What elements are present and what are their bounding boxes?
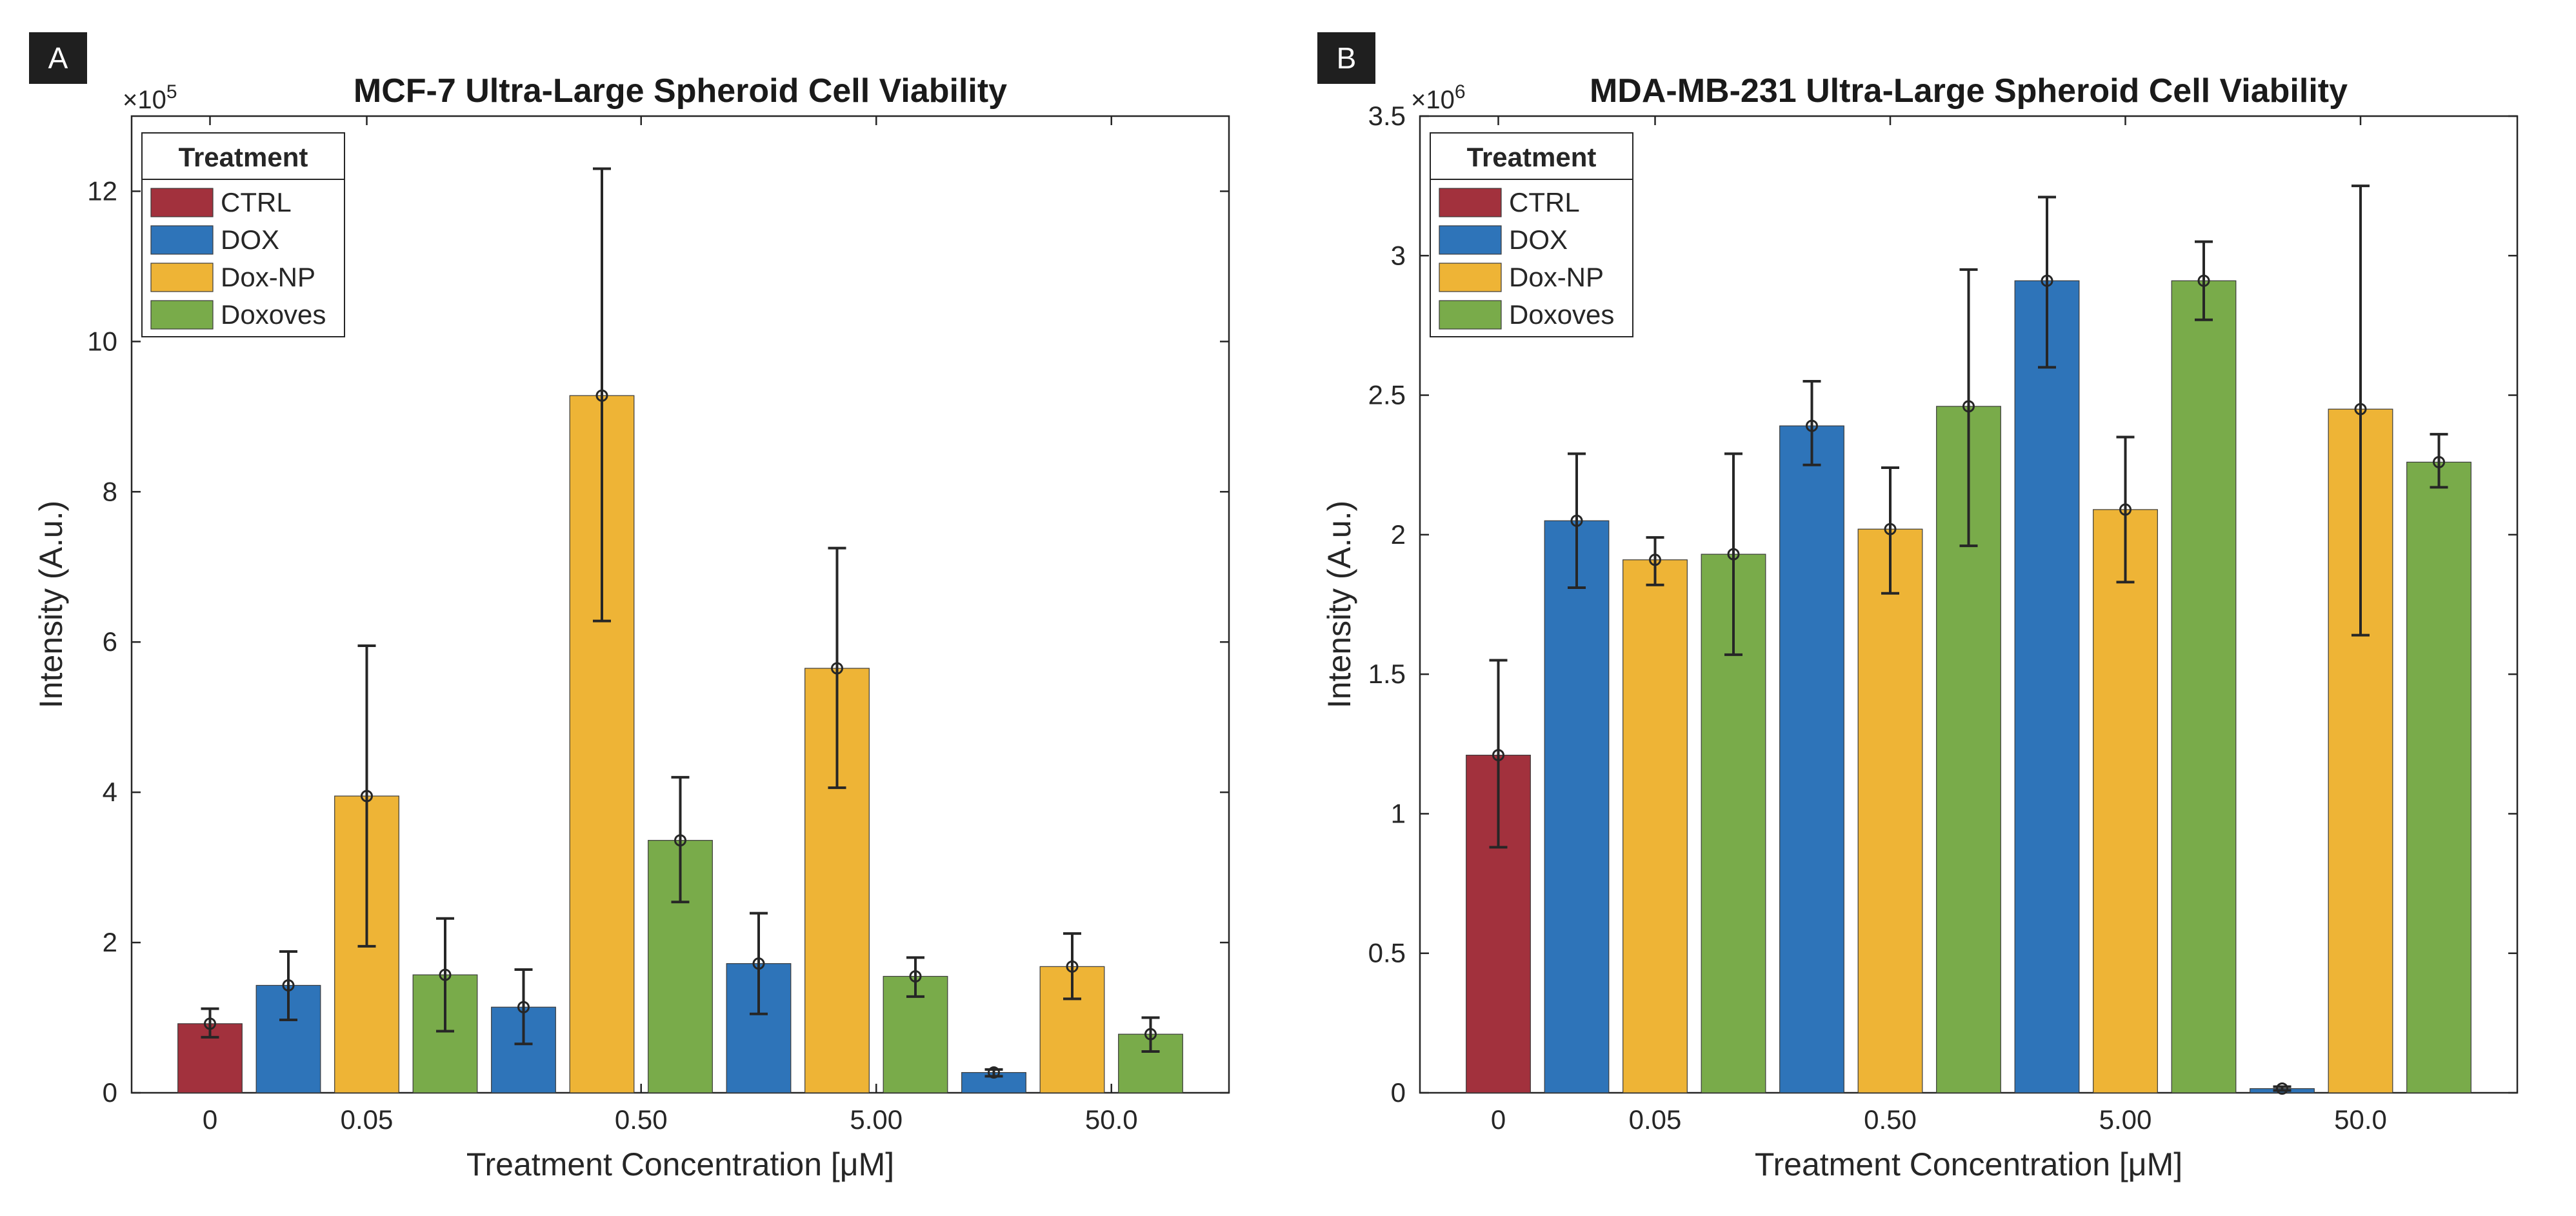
- mean-marker: [1806, 419, 1818, 432]
- x-tick-label: 0: [1491, 1104, 1506, 1135]
- legend-title: Treatment: [179, 142, 308, 172]
- chart-panel-b: B MDA-MB-231 Ultra-Large Spheroid Cell Vi…: [1317, 32, 2519, 1182]
- y-tick-label: 0: [1391, 1077, 1406, 1108]
- mean-marker: [2354, 403, 2367, 415]
- mean-marker: [204, 1017, 216, 1030]
- legend-title: Treatment: [1467, 142, 1597, 172]
- x-axis-label: Treatment Concentration [μM]: [1755, 1146, 2182, 1182]
- panel-label: A: [48, 41, 68, 75]
- axis-exponent: ×105: [123, 81, 177, 114]
- axis-exponent: ×106: [1411, 81, 1466, 114]
- bar-5.00-DOX: [2014, 280, 2080, 1093]
- y-tick-label: 2: [1391, 519, 1406, 550]
- x-tick-label: 0: [203, 1104, 217, 1135]
- panel-b: B MDA-MB-231 Ultra-Large Spheroid Cell Vi…: [1288, 0, 2576, 1213]
- legend-label: Dox-NP: [1509, 262, 1604, 292]
- legend-swatch-DOX: [1439, 225, 1502, 255]
- legend-swatch-Dox-NP: [150, 263, 214, 292]
- x-tick-label: 0.05: [341, 1104, 394, 1135]
- panel-label-box: [29, 32, 87, 84]
- mean-marker: [831, 662, 843, 675]
- mean-marker: [1649, 553, 1661, 566]
- bar-50.0-Doxoves: [2406, 461, 2471, 1093]
- mean-marker: [988, 1066, 1000, 1079]
- bar-0.50-DOX: [1779, 425, 1844, 1093]
- mean-marker: [1727, 548, 1740, 561]
- mean-marker: [1884, 523, 1897, 535]
- panel-label-box: [1317, 32, 1375, 84]
- legend-swatch-DOX: [150, 225, 214, 255]
- y-tick-label: 6: [103, 626, 117, 657]
- mean-marker: [2433, 455, 2445, 468]
- x-tick-label: 0.50: [615, 1104, 668, 1135]
- mean-marker: [1962, 400, 1975, 413]
- legend-swatch-CTRL: [150, 188, 214, 217]
- legend-swatch-Dox-NP: [1439, 263, 1502, 292]
- mean-marker: [517, 1001, 530, 1013]
- legend-label: DOX: [1509, 224, 1568, 255]
- x-axis-label: Treatment Concentration [μM]: [466, 1146, 894, 1182]
- mean-marker: [282, 979, 295, 992]
- exponent-power: 6: [1455, 81, 1466, 103]
- chart-title: MDA-MB-231 Ultra-Large Spheroid Cell Via…: [1590, 72, 2348, 110]
- y-tick-label: 2: [103, 927, 117, 957]
- y-tick-label: 1.5: [1368, 659, 1406, 689]
- y-tick-label: 3.5: [1368, 101, 1406, 131]
- mean-marker: [2119, 503, 2132, 516]
- mean-marker: [2041, 274, 2053, 287]
- y-tick-label: 12: [87, 175, 117, 206]
- bar-0.05-DOX: [1544, 520, 1610, 1093]
- x-tick-label: 0.05: [1629, 1104, 1682, 1135]
- mean-marker: [1570, 514, 1583, 527]
- legend-label: Dox-NP: [221, 262, 315, 292]
- x-tick-label: 5.00: [850, 1104, 903, 1135]
- mean-marker: [752, 957, 765, 970]
- legend-label: Doxoves: [221, 299, 326, 330]
- x-tick-label: 50.0: [1085, 1104, 1138, 1135]
- bar-5.00-Dox-NP: [2093, 509, 2158, 1093]
- y-tick-label: 8: [103, 476, 117, 506]
- mean-marker: [1066, 960, 1079, 973]
- x-tick-label: 50.0: [2334, 1104, 2387, 1135]
- bar-0.05-Dox-NP: [1622, 559, 1688, 1093]
- legend-swatch-Doxoves: [150, 300, 214, 330]
- bar-0.50-Dox-NP: [1857, 528, 1923, 1093]
- exponent-base: ×10: [123, 86, 166, 114]
- mean-marker: [2197, 274, 2210, 287]
- mean-marker: [439, 968, 452, 981]
- legend-swatch-Doxoves: [1439, 300, 1502, 330]
- legend-label: CTRL: [1509, 187, 1580, 217]
- mean-marker: [674, 834, 686, 847]
- legend-label: Doxoves: [1509, 299, 1614, 330]
- legend-label: DOX: [221, 224, 279, 255]
- mean-marker: [361, 790, 373, 802]
- y-tick-label: 3: [1391, 240, 1406, 270]
- mean-marker: [1144, 1028, 1157, 1041]
- y-tick-label: 2.5: [1368, 380, 1406, 410]
- x-tick-label: 0.50: [1864, 1104, 1917, 1135]
- y-tick-label: 0: [103, 1077, 117, 1108]
- y-tick-label: 4: [103, 777, 117, 807]
- chart-panel-a: A MCF-7 Ultra-Large Spheroid Cell Viabili…: [29, 32, 1230, 1182]
- exponent-power: 5: [166, 81, 177, 103]
- mean-marker: [2276, 1082, 2288, 1095]
- mean-marker: [909, 970, 922, 982]
- y-tick-label: 10: [87, 326, 117, 356]
- legend-label: CTRL: [221, 187, 292, 217]
- y-axis-label: Intensity (A.u.): [33, 501, 69, 708]
- exponent-base: ×10: [1411, 86, 1455, 114]
- bar-5.00-Doxoves: [2171, 280, 2237, 1093]
- chart-title: MCF-7 Ultra-Large Spheroid Cell Viabilit…: [354, 72, 1007, 110]
- mean-marker: [595, 389, 608, 402]
- x-tick-label: 5.00: [2099, 1104, 2152, 1135]
- panel-label: B: [1337, 41, 1357, 75]
- y-tick-label: 0.5: [1368, 938, 1406, 968]
- panel-a: A MCF-7 Ultra-Large Spheroid Cell Viabili…: [0, 0, 1288, 1213]
- legend-swatch-CTRL: [1439, 188, 1502, 217]
- y-tick-label: 1: [1391, 798, 1406, 828]
- y-axis-label: Intensity (A.u.): [1321, 501, 1357, 708]
- mean-marker: [1492, 749, 1504, 762]
